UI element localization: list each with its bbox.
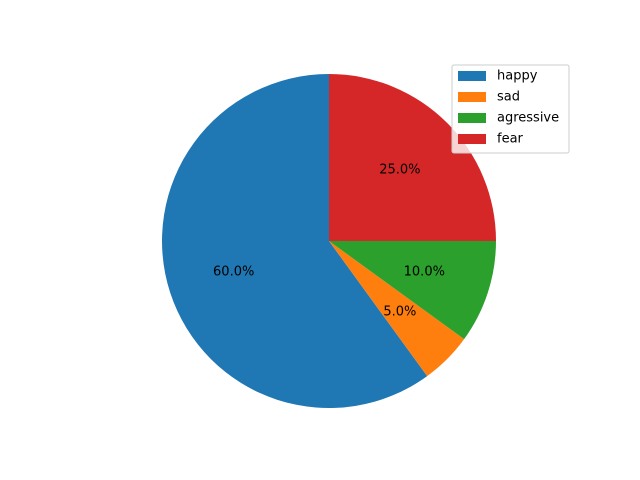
legend-swatch-happy — [458, 71, 486, 81]
percent-label-fear: 25.0% — [379, 163, 420, 178]
legend-label-sad: sad — [497, 90, 520, 105]
legend-label-happy: happy — [497, 69, 538, 84]
legend-swatch-agressive — [458, 113, 486, 123]
legend-swatch-fear — [458, 134, 486, 144]
legend-label-agressive: agressive — [497, 111, 559, 126]
pie-slice-sad — [329, 241, 465, 377]
pie-slices — [162, 74, 496, 408]
percent-label-happy: 60.0% — [213, 264, 254, 279]
legend-swatch-sad — [458, 92, 486, 102]
pie-percent-labels: 60.0% 5.0% 10.0% 25.0% — [213, 163, 445, 320]
percent-label-sad: 5.0% — [383, 304, 416, 319]
percent-label-agressive: 10.0% — [404, 264, 445, 279]
legend-frame — [451, 64, 570, 154]
pie-slice-fear — [329, 74, 496, 241]
pie-slice-happy — [162, 74, 428, 408]
legend-items: happy sad agressive fear — [458, 69, 559, 147]
legend-label-fear: fear — [497, 132, 524, 147]
legend: happy sad agressive fear — [451, 64, 570, 154]
pie-slice-agressive — [329, 241, 496, 340]
